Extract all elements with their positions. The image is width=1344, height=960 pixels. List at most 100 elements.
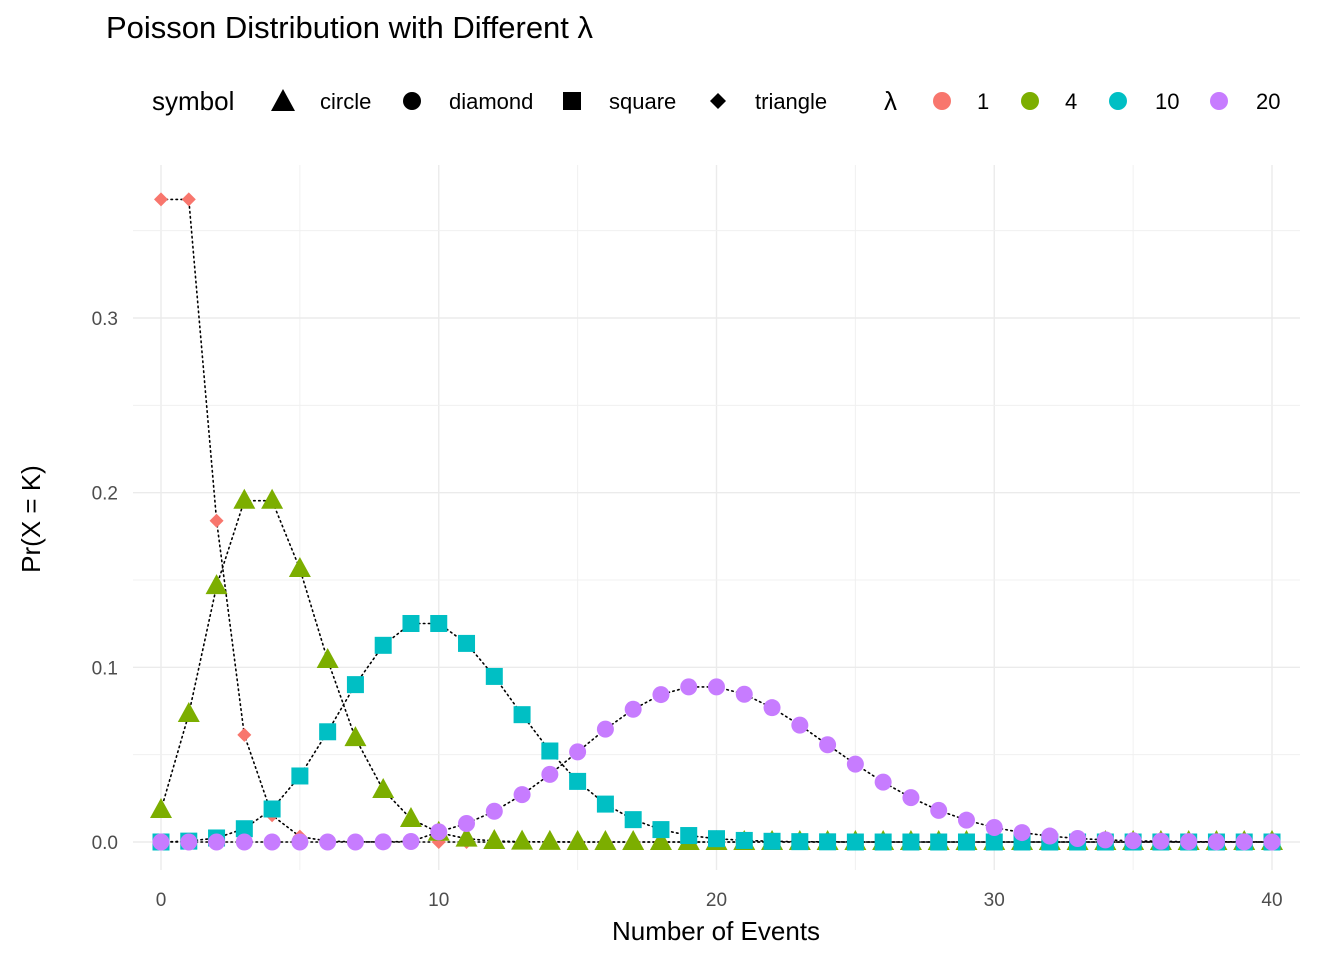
point-lambda-10 [846, 833, 864, 851]
y-tick-label: 0.2 [92, 484, 118, 505]
x-axis-title: Number of Events [612, 916, 820, 946]
legend-symbol-title: symbol [152, 86, 235, 116]
point-lambda-20 [569, 743, 587, 761]
legend-symbol-label: circle [320, 89, 372, 114]
point-lambda-20 [1235, 833, 1253, 851]
point-lambda-4 [483, 828, 506, 849]
legend-color-swatch-icon [1210, 92, 1228, 110]
point-lambda-20 [985, 819, 1003, 837]
chart-title: Poisson Distribution with Different λ [106, 10, 594, 45]
point-lambda-10 [291, 767, 309, 785]
point-lambda-1 [154, 192, 168, 207]
point-lambda-20 [1041, 827, 1059, 845]
point-lambda-1 [237, 727, 252, 742]
y-tick-label: 0.1 [92, 658, 118, 679]
point-lambda-10 [791, 833, 809, 851]
point-lambda-10 [902, 833, 920, 851]
point-lambda-10 [263, 800, 281, 818]
point-lambda-20 [1013, 824, 1031, 842]
point-lambda-10 [624, 811, 642, 829]
point-lambda-20 [374, 833, 392, 851]
point-lambda-20 [1263, 833, 1281, 851]
point-lambda-20 [1152, 832, 1170, 850]
point-lambda-10 [485, 667, 503, 685]
point-lambda-20 [1096, 831, 1114, 849]
point-lambda-20 [430, 823, 448, 841]
point-lambda-20 [402, 832, 420, 850]
point-lambda-4 [622, 830, 645, 850]
point-lambda-20 [513, 786, 531, 804]
point-lambda-10 [819, 833, 837, 851]
point-lambda-10 [569, 772, 587, 790]
point-lambda-4 [150, 798, 172, 819]
point-lambda-4 [566, 830, 589, 850]
point-lambda-10 [430, 614, 448, 632]
legend-color-swatch-icon [1021, 92, 1039, 110]
point-lambda-20 [624, 700, 642, 718]
point-lambda-4 [594, 830, 617, 850]
point-lambda-20 [819, 736, 837, 754]
point-lambda-20 [346, 833, 364, 851]
legend: symbol circle diamond square triangle λ … [0, 82, 1344, 122]
point-lambda-10 [874, 833, 892, 851]
point-lambda-10 [541, 742, 559, 760]
point-lambda-20 [957, 811, 975, 829]
point-lambda-4 [538, 829, 561, 850]
point-lambda-10 [374, 636, 392, 654]
point-lambda-10 [930, 833, 948, 851]
legend-lambda-label: 20 [1256, 89, 1281, 114]
point-lambda-20 [596, 720, 614, 738]
point-lambda-20 [319, 833, 337, 851]
point-lambda-4 [372, 777, 395, 798]
legend-lambda-label: 1 [977, 89, 990, 114]
point-lambda-20 [652, 686, 670, 704]
data-points [150, 192, 1283, 851]
point-lambda-10 [319, 723, 337, 741]
point-lambda-10 [458, 634, 476, 652]
legend-diamond-icon [710, 93, 726, 109]
point-lambda-20 [735, 685, 753, 703]
point-lambda-20 [263, 833, 281, 851]
point-lambda-4 [205, 574, 228, 595]
y-tick-label: 0.0 [92, 833, 118, 854]
point-lambda-1 [209, 513, 224, 528]
y-tick-label: 0.3 [92, 309, 118, 330]
point-lambda-10 [957, 833, 975, 851]
point-lambda-20 [235, 833, 253, 851]
x-tick-label: 10 [428, 890, 449, 911]
point-lambda-4 [288, 556, 311, 577]
point-lambda-20 [791, 716, 809, 734]
point-lambda-10 [985, 833, 1003, 851]
point-lambda-20 [1207, 833, 1225, 851]
legend-symbol-label: square [609, 89, 677, 114]
legend-square-icon [563, 92, 581, 110]
point-lambda-10 [763, 832, 781, 850]
point-lambda-4 [649, 830, 672, 850]
point-lambda-4 [455, 826, 478, 847]
point-lambda-10 [346, 676, 364, 694]
point-lambda-10 [735, 831, 753, 849]
point-lambda-20 [458, 814, 476, 832]
point-lambda-20 [1124, 832, 1142, 850]
point-lambda-10 [652, 821, 670, 839]
point-lambda-20 [1180, 833, 1198, 851]
point-lambda-20 [541, 765, 559, 783]
point-lambda-20 [1069, 830, 1087, 848]
x-tick-label: 30 [984, 890, 1005, 911]
legend-color-swatch-icon [1109, 92, 1127, 110]
point-lambda-20 [485, 802, 503, 820]
point-lambda-20 [846, 755, 864, 773]
point-lambda-20 [180, 833, 198, 851]
point-lambda-4 [344, 726, 367, 747]
axis-ticks: 0 10 20 30 40 0.0 0.1 0.2 0.3 [92, 309, 1283, 911]
point-lambda-4 [261, 488, 284, 509]
point-lambda-10 [680, 827, 698, 845]
point-lambda-10 [708, 830, 725, 848]
point-lambda-1 [181, 192, 196, 207]
point-lambda-20 [680, 678, 698, 696]
legend-lambda-label: 10 [1155, 89, 1180, 114]
point-lambda-4 [316, 647, 339, 668]
legend-triangle-icon [271, 89, 295, 111]
x-tick-label: 40 [1261, 890, 1282, 911]
